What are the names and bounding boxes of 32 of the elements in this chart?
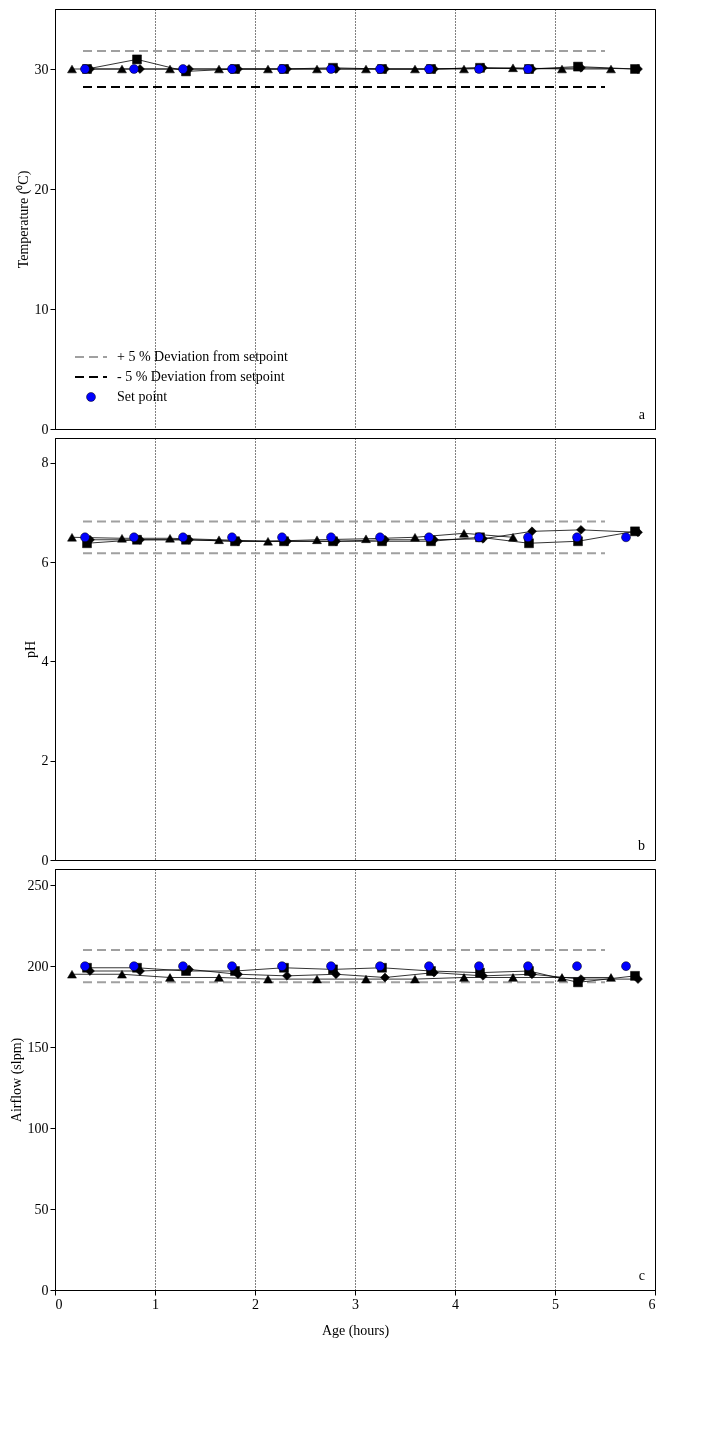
x-tick-label: 1 — [152, 1296, 159, 1312]
y-axis-title: Temperature (⁰C) — [15, 170, 32, 269]
x-tick-label: 3 — [352, 1296, 359, 1312]
legend-label: + 5 % Deviation from setpoint — [117, 349, 288, 364]
y-tick-label: 4 — [41, 653, 49, 669]
y-tick-label: 0 — [41, 852, 49, 868]
y-axis-title: pH — [22, 640, 38, 659]
y-tick-label: 150 — [27, 1039, 49, 1055]
y-tick-label: 20 — [34, 181, 49, 197]
x-tick-label: 2 — [252, 1296, 259, 1312]
y-tick-label: 0 — [41, 1282, 49, 1298]
y-tick-label: 2 — [41, 753, 49, 769]
annotation: a — [638, 407, 646, 422]
legend-label: - 5 % Deviation from setpoint — [117, 369, 285, 384]
legend-label: Set point — [117, 389, 168, 404]
x-tick-label: 4 — [452, 1296, 459, 1312]
x-tick-label: 0 — [55, 1296, 63, 1312]
y-tick-label: 6 — [41, 554, 49, 570]
y-tick-label: 0 — [41, 421, 49, 437]
annotation: c — [638, 1268, 645, 1283]
y-tick-label: 10 — [34, 301, 49, 317]
annotation: b — [638, 838, 645, 853]
y-tick-label: 30 — [34, 61, 49, 77]
y-tick-label: 100 — [27, 1120, 49, 1136]
y-axis-title: Airflow (slpm) — [8, 1037, 25, 1123]
y-tick-label: 200 — [27, 958, 49, 974]
x-axis-title: Age (hours) — [321, 1322, 390, 1339]
x-tick-label: 5 — [552, 1296, 559, 1312]
y-tick-label: 250 — [27, 877, 49, 893]
y-tick-label: 8 — [41, 455, 49, 471]
y-tick-label: 50 — [34, 1201, 49, 1217]
x-tick-label: 6 — [648, 1296, 656, 1312]
